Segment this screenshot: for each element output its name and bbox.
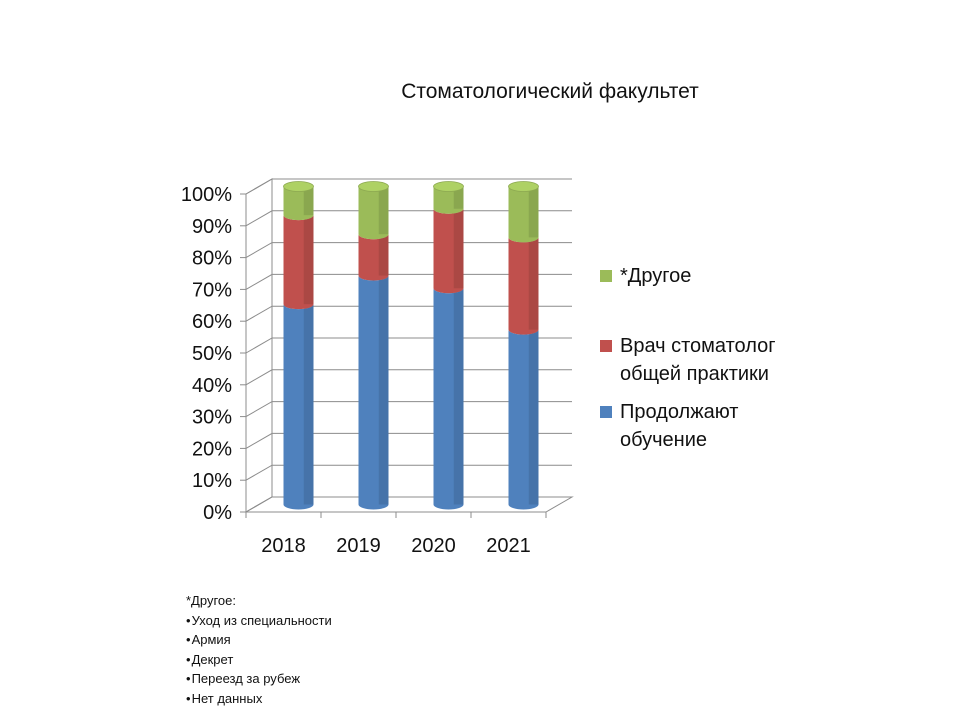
bar-cap <box>508 181 539 192</box>
y-tick-label: 10% <box>192 470 232 492</box>
bar-stack <box>283 181 314 510</box>
y-tick-label: 0% <box>203 502 232 524</box>
bar-segment-shade <box>528 186 539 238</box>
legend-swatch-other <box>600 270 612 282</box>
y-tick-label: 50% <box>192 343 232 365</box>
gridline <box>245 401 572 418</box>
y-tick-label: 40% <box>192 375 232 397</box>
gridline <box>245 337 572 354</box>
bar-cap <box>358 181 389 192</box>
footnote-item: Декрет <box>186 650 332 670</box>
bar-segment-shade <box>378 234 389 276</box>
x-tick-label: 2020 <box>411 535 456 557</box>
gridline <box>245 273 572 290</box>
y-tick-label: 70% <box>192 279 232 301</box>
gridline <box>245 178 572 195</box>
bar-stack <box>433 181 464 510</box>
bar-cap <box>283 181 314 192</box>
gridlines <box>240 178 572 513</box>
gridline <box>245 242 572 259</box>
bar-segment-shade <box>303 215 314 305</box>
footnote-item: Уход из специальности <box>186 611 332 631</box>
bar-segment-shade <box>528 329 539 505</box>
gridline <box>245 432 572 449</box>
bar-cap <box>433 181 464 192</box>
legend-label-dentist: Врач стоматолог общей практики <box>620 335 776 385</box>
footnote: *Другое: Уход из специальности Армия Дек… <box>186 591 332 708</box>
y-tick-label: 30% <box>192 407 232 429</box>
legend-label-other: *Другое <box>620 265 692 287</box>
legend-swatch-dentist <box>600 340 612 352</box>
x-tick-label: 2019 <box>336 535 381 557</box>
bar-stack <box>358 181 389 510</box>
legend-swatch-continue <box>600 406 612 418</box>
bar-segment-shade <box>453 208 464 289</box>
legend-item-continue: Продолжают обучение <box>600 398 770 454</box>
x-axis-tick-labels: 2018 2019 2020 2021 <box>245 512 547 557</box>
bar-segment-shade <box>303 186 314 216</box>
x-tick-label: 2018 <box>261 535 306 557</box>
y-axis-tick-labels: 0% 10% 20% 30% 40% 50% 60% 70% 80% 90% 100% <box>181 184 232 524</box>
bar-segment-shade <box>303 304 314 505</box>
y-tick-label: 20% <box>192 438 232 460</box>
bar-segment-shade <box>453 186 464 209</box>
gridline <box>245 369 572 386</box>
y-tick-label: 60% <box>192 311 232 333</box>
y-tick-label: 100% <box>181 184 232 206</box>
footnote-title: *Другое: <box>186 593 236 608</box>
bar-segment-shade <box>453 288 464 505</box>
bar-segment-shade <box>378 186 389 235</box>
footnote-item: Переезд за рубеж <box>186 669 332 689</box>
legend-item-dentist: Врач стоматолог общей практики <box>600 332 800 388</box>
footnote-item: Армия <box>186 630 332 650</box>
gridline <box>245 210 572 227</box>
legend-item-other: *Другое <box>600 262 691 290</box>
bar-stack <box>508 181 539 510</box>
x-tick-label: 2021 <box>486 535 531 557</box>
legend-label-continue: Продолжают обучение <box>620 401 739 451</box>
gridline <box>245 464 572 481</box>
y-tick-label: 90% <box>192 216 232 238</box>
gridline <box>245 496 572 513</box>
bar-segment-shade <box>528 237 539 330</box>
y-tick-label: 80% <box>192 248 232 270</box>
bar-segment-shade <box>378 275 389 505</box>
chart-title: Стоматологический факультет <box>401 80 699 103</box>
gridline <box>245 305 572 322</box>
footnote-item: Нет данных <box>186 689 332 709</box>
bars <box>283 181 539 510</box>
